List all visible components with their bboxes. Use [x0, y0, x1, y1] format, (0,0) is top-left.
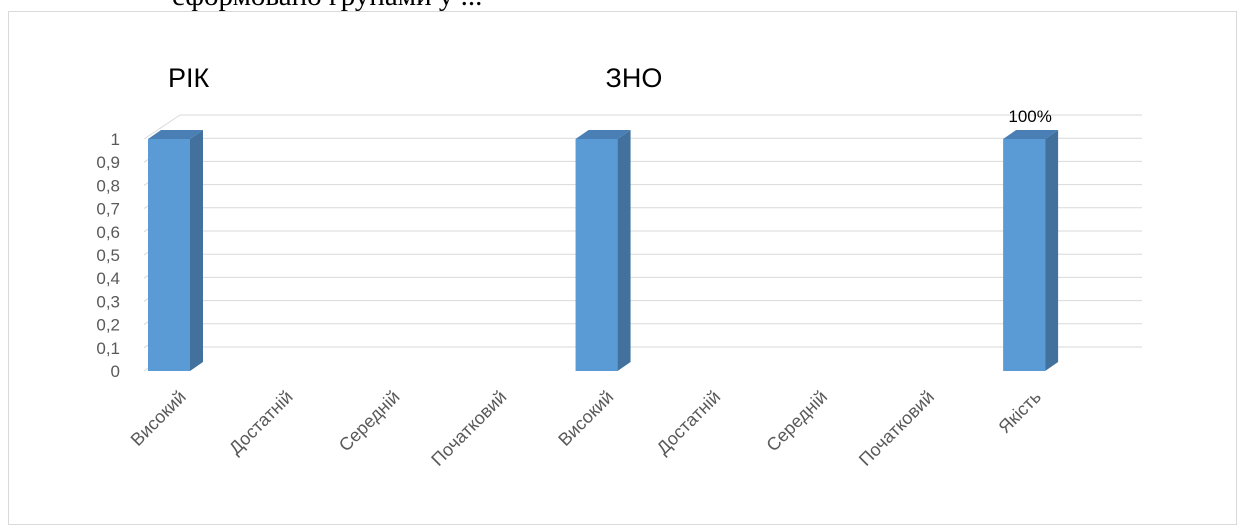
- gridline-depth: [143, 114, 181, 140]
- bar-top: [575, 130, 631, 139]
- y-tick-label: 0,4: [96, 269, 120, 288]
- x-tick-label: Початковий: [855, 387, 938, 470]
- bar: [575, 139, 618, 371]
- x-tick-label: Початковий: [427, 387, 510, 470]
- y-tick-label: 0,2: [96, 316, 120, 335]
- x-tick-label: Достатній: [653, 387, 725, 459]
- group-label: РІК: [168, 63, 210, 93]
- y-tick-label: 0,5: [96, 246, 120, 265]
- y-tick-label: 0,1: [96, 339, 120, 358]
- bar-side: [1045, 130, 1059, 371]
- x-tick-label: Достатній: [225, 387, 297, 459]
- x-tick-label: Високий: [554, 387, 617, 450]
- y-tick-label: 0: [111, 362, 120, 381]
- data-label: 100%: [1008, 107, 1051, 126]
- bar-side: [190, 130, 203, 371]
- page-header-text: сформовано групами у ...: [172, 0, 482, 11]
- group-label: ЗНО: [606, 63, 663, 93]
- bar: [1003, 139, 1046, 371]
- x-tick-label: Високий: [127, 387, 190, 450]
- bar-side: [617, 130, 631, 371]
- bar-top: [1003, 130, 1059, 139]
- y-tick-label: 0,3: [96, 292, 120, 311]
- x-tick-label: Якість: [994, 387, 1045, 438]
- x-tick-label: Середній: [335, 387, 404, 456]
- bar: [148, 139, 190, 371]
- y-tick-label: 0,9: [96, 153, 120, 172]
- y-tick-label: 0,7: [96, 200, 120, 219]
- y-tick-label: 0,6: [96, 223, 120, 242]
- y-tick-label: 1: [111, 130, 120, 149]
- x-tick-label: Середній: [762, 387, 831, 456]
- y-tick-label: 0,8: [96, 176, 120, 195]
- bar-top: [148, 130, 203, 139]
- page-header-fragment: сформовано групами у ...: [0, 0, 1246, 11]
